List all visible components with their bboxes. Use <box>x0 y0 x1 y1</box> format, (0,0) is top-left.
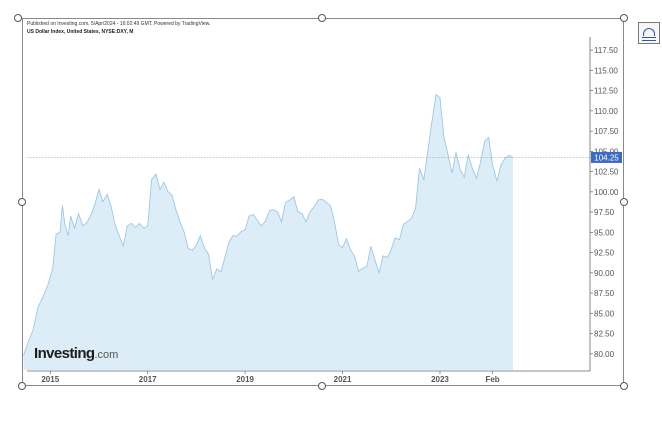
y-tick-label-7: 97.50 <box>594 208 615 217</box>
resize-handle-middle-right[interactable] <box>620 198 628 206</box>
x-tick-label-2: 2019 <box>236 375 254 384</box>
resize-handle-bottom-left[interactable] <box>18 382 26 390</box>
logo-main: Investing <box>34 345 95 362</box>
y-tick-label-3: 87.50 <box>594 289 615 298</box>
y-tick-label-12: 110.00 <box>594 107 618 116</box>
y-tick-label-11: 107.50 <box>594 127 619 136</box>
series-area <box>23 94 513 370</box>
series-line <box>23 93 514 356</box>
x-tick-label-3: 2021 <box>334 375 352 384</box>
x-tick-label-5: Feb <box>485 375 499 384</box>
resize-handle-top-middle[interactable] <box>318 14 326 22</box>
y-tick-label-15: 117.50 <box>594 46 618 55</box>
y-tick-label-9: 102.50 <box>594 168 619 177</box>
layout-options-icon[interactable] <box>638 22 660 44</box>
last-price-label: 104.25 <box>594 153 619 162</box>
resize-handle-middle-left[interactable] <box>18 198 26 206</box>
y-tick-label-8: 100.00 <box>594 188 619 197</box>
investing-logo: Investing.com <box>34 345 118 362</box>
resize-handle-bottom-right[interactable] <box>620 382 628 390</box>
x-tick-label-4: 2023 <box>431 375 449 384</box>
y-tick-label-13: 112.50 <box>594 87 618 96</box>
label-layer: 80.00 82.50 85.00 87.50 90.00 92.50 95.00 97.50… <box>41 46 622 384</box>
y-tick-label-14: 115.00 <box>594 66 618 75</box>
axis-layer <box>27 37 593 374</box>
y-tick-label-4: 90.00 <box>594 269 615 278</box>
y-tick-label-0: 80.00 <box>594 350 615 359</box>
x-tick-label-0: 2015 <box>41 375 59 384</box>
publish-info: Published on Investing.com, 5/Apr/2024 -… <box>27 21 211 27</box>
area-layer <box>23 93 514 370</box>
y-tick-label-1: 82.50 <box>594 330 615 339</box>
resize-handle-bottom-middle[interactable] <box>318 382 326 390</box>
y-tick-label-10: 105.00 <box>594 147 619 156</box>
x-tick-label-1: 2017 <box>139 375 157 384</box>
y-tick-label-5: 92.50 <box>594 249 615 258</box>
symbol-title: US Dollar Index, United States, NYSE:DXY… <box>27 29 134 35</box>
last-price-badge <box>591 151 622 163</box>
y-tick-label-6: 95.00 <box>594 228 615 237</box>
resize-handle-top-right[interactable] <box>620 14 628 22</box>
y-tick-label-2: 85.00 <box>594 309 615 318</box>
resize-handle-top-left[interactable] <box>14 14 22 22</box>
logo-suffix: .com <box>94 349 119 361</box>
